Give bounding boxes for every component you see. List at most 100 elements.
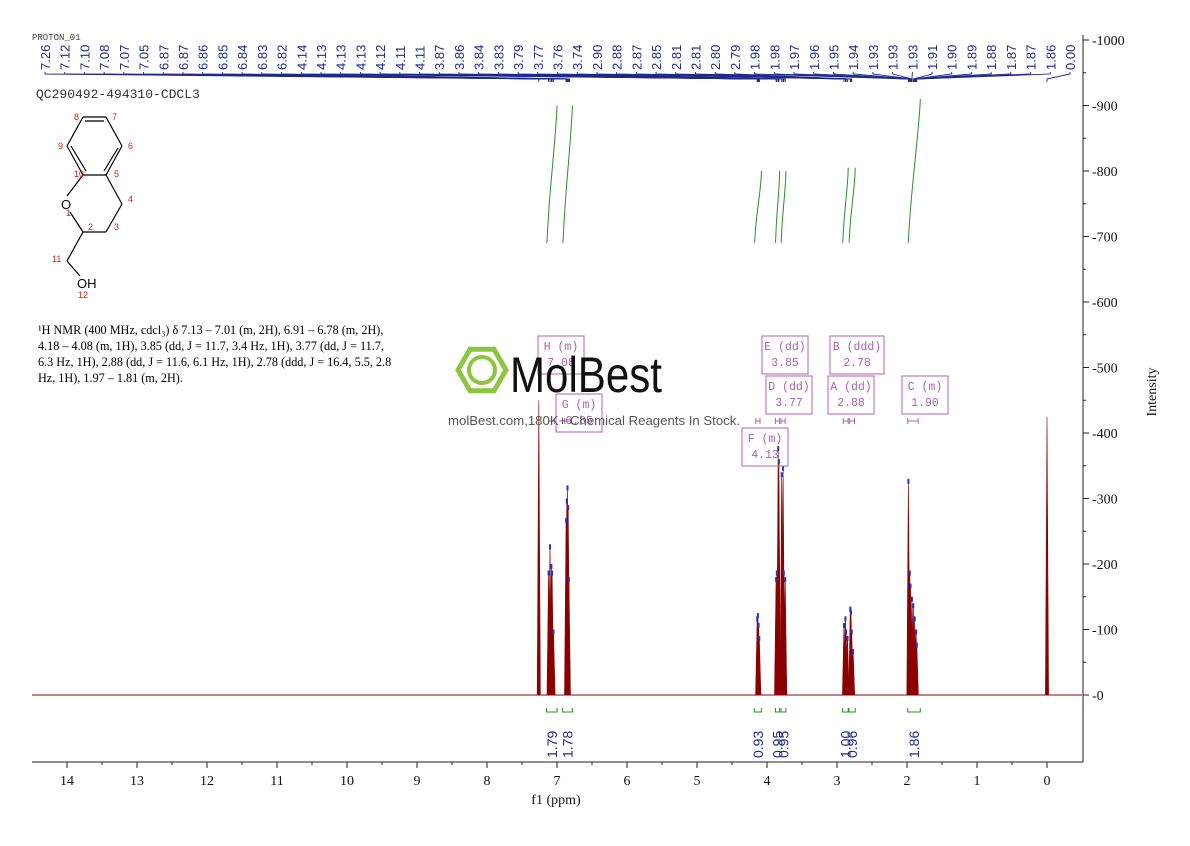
- peak-label: 4.12: [373, 45, 388, 70]
- multiplet-range: [781, 418, 785, 424]
- nmr-description: ¹H NMR (400 MHz, cdcl₃) δ 7.13 – 7.01 (m…: [38, 322, 398, 386]
- multiplet-range: [850, 418, 855, 424]
- x-tick-label: 13: [130, 774, 144, 789]
- x-tick-label: 3: [834, 774, 841, 789]
- peak-label: 3.86: [452, 45, 467, 70]
- multiplet-label: A (dd): [830, 381, 871, 394]
- sample-id: QC290492-494310-CDCL3: [36, 87, 200, 102]
- y-tick-label: -200: [1092, 558, 1118, 573]
- y-axis-label: Intensity: [1145, 368, 1160, 417]
- atom-number: 10: [74, 169, 84, 179]
- integral-curve: [843, 168, 849, 243]
- peak-label: 1.95: [826, 45, 841, 70]
- integral-curve: [547, 106, 558, 244]
- multiplet-range: [843, 418, 848, 424]
- multiplet-range: [756, 418, 760, 424]
- y-tick-label: -600: [1092, 296, 1118, 311]
- atom-number: 9: [58, 141, 63, 151]
- peak-label: 6.87: [176, 45, 191, 70]
- x-tick-label: 0: [1044, 774, 1051, 789]
- peak-label: 3.79: [511, 45, 526, 70]
- x-tick-label: 2: [904, 774, 911, 789]
- x-tick-label: 8: [484, 774, 491, 789]
- integral-value: 1.86: [906, 731, 922, 758]
- y-tick-label: -700: [1092, 231, 1118, 246]
- integral-bracket: [843, 708, 849, 712]
- peak-label: 4.11: [393, 46, 408, 70]
- y-tick-label: -900: [1092, 100, 1118, 115]
- bond: [106, 175, 122, 204]
- hydroxyl-group: OH: [77, 276, 97, 291]
- atom-number: 12: [78, 290, 88, 300]
- peak-label: 1.96: [807, 45, 822, 70]
- integral-bracket: [849, 708, 855, 712]
- x-tick-label: 12: [200, 774, 214, 789]
- peak-label: 1.90: [945, 45, 960, 70]
- integral-value: 0.96: [844, 731, 860, 758]
- x-tick-label: 7: [554, 774, 561, 789]
- multiplet-label: C (m): [908, 381, 943, 394]
- peak-label: 4.13: [334, 45, 349, 70]
- bond: [67, 261, 80, 276]
- integral-curve: [754, 171, 761, 243]
- spectrum-peak: [537, 400, 540, 695]
- integral-value: 1.79: [544, 731, 560, 758]
- x-tick-label: 5: [694, 774, 701, 789]
- peak-label: 3.74: [570, 45, 585, 70]
- peak-label: 1.89: [964, 45, 979, 70]
- atom-number: 6: [128, 141, 133, 151]
- integral-value: 1.78: [560, 731, 576, 758]
- integral-curve: [781, 171, 786, 243]
- x-axis-label: f1 (ppm): [531, 793, 581, 808]
- peak-label: 2.79: [728, 45, 743, 70]
- multiplet-value: 3.77: [775, 397, 803, 410]
- integral-value: 0.95: [775, 731, 791, 758]
- integral-bracket: [908, 708, 921, 712]
- integral-bracket: [754, 708, 761, 712]
- peak-label: 7.05: [137, 45, 152, 70]
- bond: [67, 232, 83, 261]
- y-tick-label: -300: [1092, 493, 1118, 508]
- peak-label: 1.98: [748, 45, 763, 70]
- peak-label: 6.86: [196, 45, 211, 70]
- peak-label: 1.88: [984, 45, 999, 70]
- multiplet-range: [908, 418, 919, 424]
- molbest-logo-ring: [469, 357, 495, 383]
- peak-label: 7.12: [58, 45, 73, 70]
- x-tick-label: 14: [60, 774, 74, 789]
- peak-label: 2.81: [669, 45, 684, 70]
- peak-label: 6.83: [255, 45, 270, 70]
- peak-label: 7.10: [77, 45, 92, 70]
- x-tick-label: 1: [974, 774, 981, 789]
- brand-name: MolBest: [510, 347, 662, 403]
- x-tick-label: 10: [340, 774, 354, 789]
- integral-value: 0.93: [750, 731, 766, 758]
- peak-label: 1.97: [787, 45, 802, 70]
- spectrum-layer: [32, 400, 1082, 695]
- multiplet-value: 2.78: [843, 357, 871, 370]
- peak-label: 6.84: [235, 45, 250, 70]
- atom-number: 4: [128, 194, 133, 204]
- y-tick-label: -0: [1092, 689, 1104, 704]
- peak-label: 6.85: [215, 45, 230, 70]
- header-small-label: PROTON_01: [32, 33, 81, 43]
- atom-number: 8: [74, 112, 79, 122]
- multiplet-value: 4.13: [751, 449, 779, 462]
- peak-label: 2.88: [610, 45, 625, 70]
- peak-label: 7.08: [97, 45, 112, 70]
- peak-label: 4.11: [413, 46, 428, 70]
- peak-label: 1.93: [905, 45, 920, 70]
- multiplet-label: B (ddd): [833, 341, 881, 354]
- integral-bracket: [547, 708, 558, 712]
- peak-label: 1.86: [1043, 45, 1058, 70]
- x-tick-label: 4: [764, 774, 771, 789]
- y-tick-label: -400: [1092, 427, 1118, 442]
- peak-label: 7.26: [38, 45, 53, 70]
- peak-label: 6.82: [275, 45, 290, 70]
- peak-label: 4.13: [353, 45, 368, 70]
- peak-label: 6.87: [156, 45, 171, 70]
